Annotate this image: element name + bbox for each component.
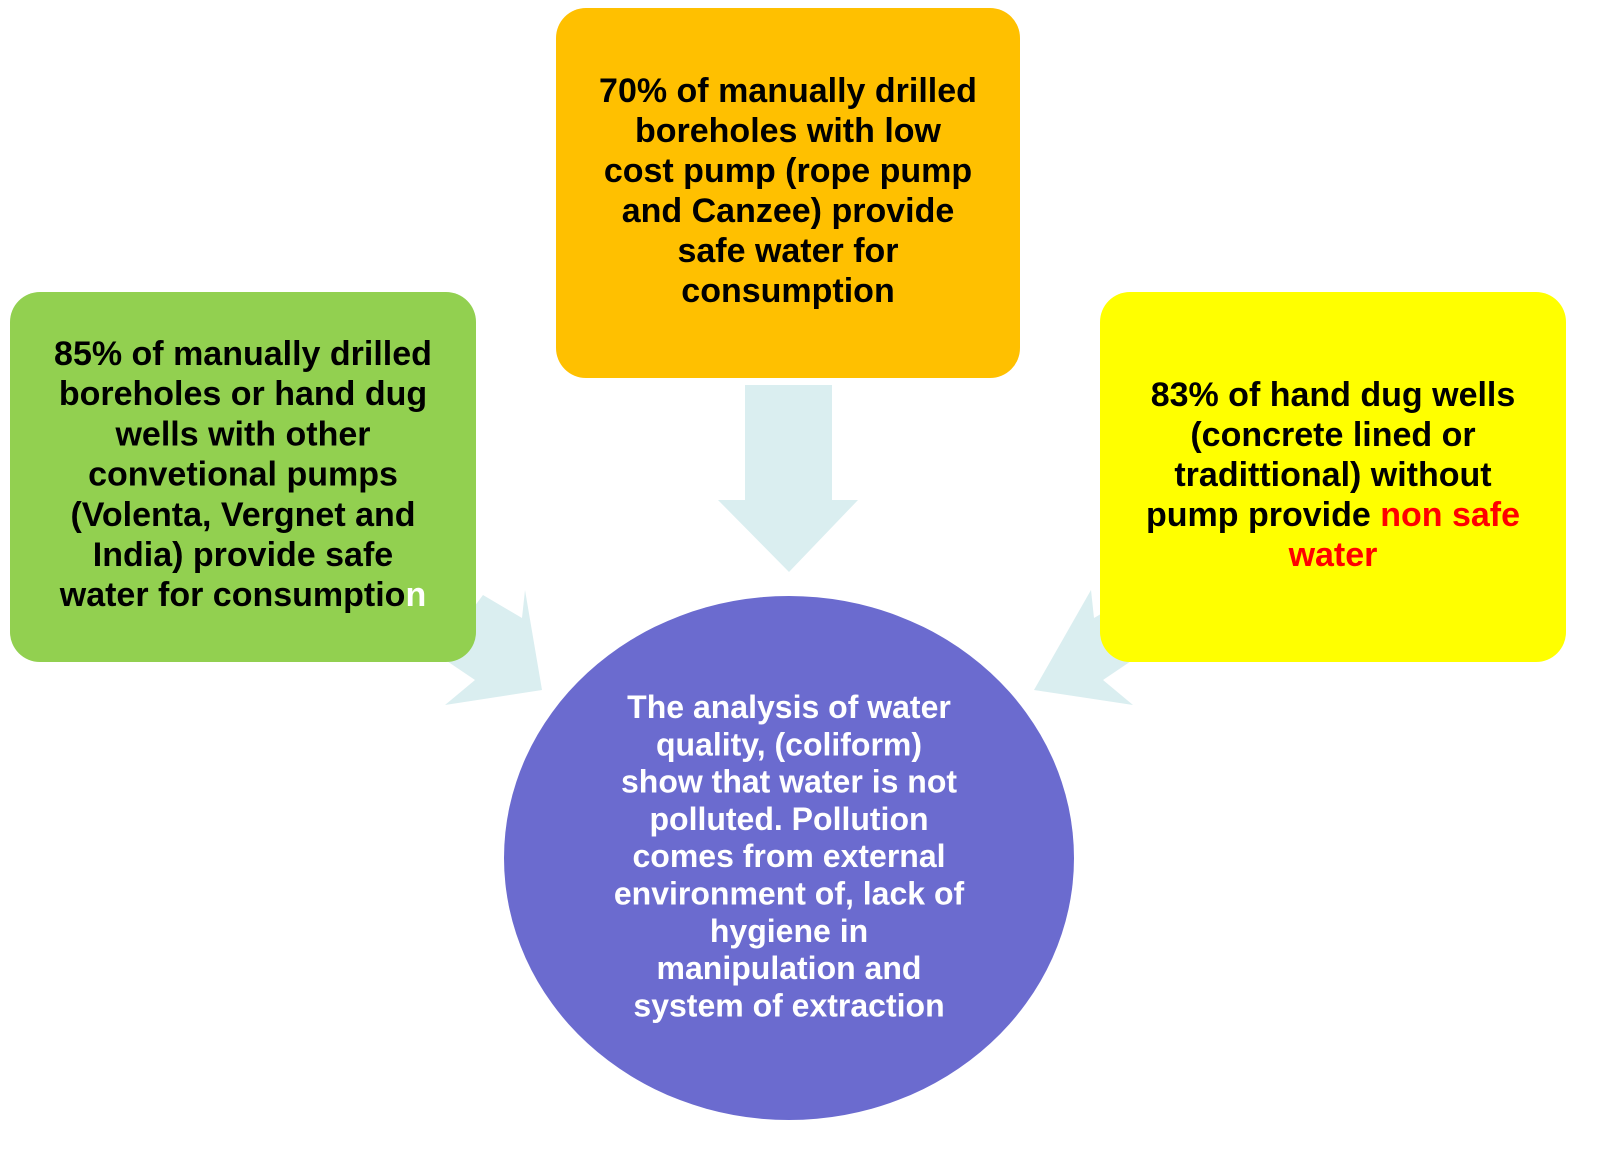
node-box <box>10 292 476 662</box>
text-segment: India) provide safe <box>93 536 393 574</box>
text-segment: (Volenta, Vergnet and <box>70 496 415 534</box>
node-text-line: boreholes or hand dug <box>59 375 427 413</box>
node-text-line: boreholes with low <box>635 112 942 150</box>
text-segment: boreholes or hand dug <box>59 375 427 413</box>
node-text-line: cost pump (rope pump <box>604 152 972 190</box>
text-segment: manipulation and <box>657 951 922 987</box>
text-segment: non safe <box>1380 496 1520 534</box>
text-segment: tradittional) without <box>1174 456 1491 494</box>
node-text-line: tradittional) without <box>1174 456 1491 494</box>
node-text-line: water for consumption <box>59 576 426 614</box>
text-segment: n <box>405 576 426 614</box>
node-text-line: 70% of manually drilled <box>599 72 977 110</box>
node-circle <box>504 596 1074 1120</box>
text-segment: convetional pumps <box>88 456 398 494</box>
node-text-line: system of extraction <box>633 988 944 1024</box>
text-segment: 83% of hand dug wells <box>1151 376 1516 414</box>
node-text-line: and Canzee) provide <box>622 192 955 230</box>
node-box <box>1100 292 1566 662</box>
text-segment: cost pump (rope pump <box>604 152 972 190</box>
text-segment: consumption <box>681 272 894 310</box>
text-segment: water for consumptio <box>59 576 406 614</box>
text-segment: hygiene in <box>710 913 868 949</box>
node-text-line: India) provide safe <box>93 536 393 574</box>
text-segment: and Canzee) provide <box>622 192 955 230</box>
text-segment: quality, (coliform) <box>656 727 922 763</box>
text-segment: wells with other <box>114 415 370 453</box>
text-segment: 70% of manually drilled <box>599 72 977 110</box>
arrow-left <box>438 590 542 705</box>
node-text-line: show that water is not <box>621 764 957 800</box>
text-segment: water <box>1288 536 1378 574</box>
node-text-line: quality, (coliform) <box>656 727 922 763</box>
node-box <box>556 8 1020 378</box>
node-text-line: polluted. Pollution <box>649 801 928 837</box>
node-text-line: wells with other <box>114 415 370 453</box>
node-text-line: safe water for <box>677 232 898 270</box>
node-text-line: (Volenta, Vergnet and <box>70 496 415 534</box>
node-text-line: environment of, lack of <box>614 876 965 912</box>
text-segment: system of extraction <box>633 988 944 1024</box>
node-text-line: convetional pumps <box>88 456 398 494</box>
node-text-line: water <box>1288 536 1378 574</box>
node-text-line: hygiene in <box>710 913 868 949</box>
node-text-line: 85% of manually drilled <box>54 335 432 373</box>
text-segment: pump provide <box>1146 496 1380 534</box>
text-segment: boreholes with low <box>635 112 942 150</box>
node-text-line: 83% of hand dug wells <box>1151 376 1516 414</box>
text-segment: environment of, lack of <box>614 876 965 912</box>
text-segment: comes from external <box>632 839 945 875</box>
text-segment: The analysis of water <box>627 689 951 725</box>
text-segment: 85% of manually drilled <box>54 335 432 373</box>
node-text-line: manipulation and <box>657 951 922 987</box>
node-text-line: comes from external <box>632 839 945 875</box>
arrow-down <box>718 385 858 572</box>
node-text-line: (concrete lined or <box>1190 416 1475 454</box>
text-segment: polluted. Pollution <box>649 801 928 837</box>
node-text-line: pump provide non safe <box>1146 496 1520 534</box>
node-text-line: consumption <box>681 272 894 310</box>
text-segment: safe water for <box>677 232 898 270</box>
text-segment: (concrete lined or <box>1190 416 1475 454</box>
text-segment: show that water is not <box>621 764 957 800</box>
node-text-line: The analysis of water <box>627 689 951 725</box>
node: 83% of hand dug wells(concrete lined ort… <box>1100 292 1566 662</box>
